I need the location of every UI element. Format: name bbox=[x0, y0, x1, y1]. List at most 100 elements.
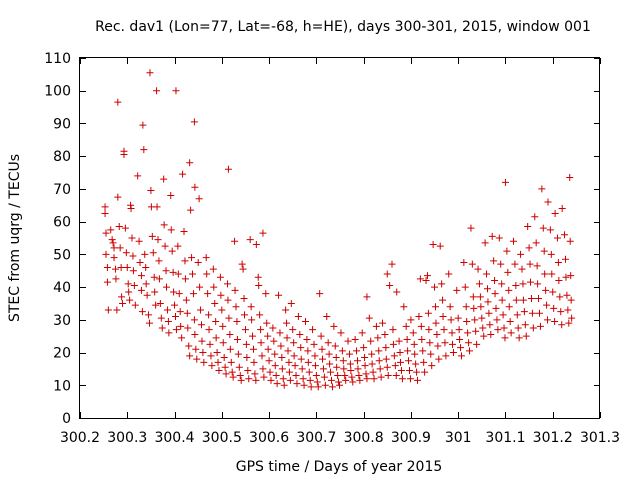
data-point bbox=[147, 187, 155, 195]
data-point bbox=[146, 69, 154, 77]
data-point bbox=[349, 378, 357, 386]
data-point bbox=[355, 371, 363, 379]
data-point bbox=[317, 332, 325, 340]
data-point bbox=[388, 260, 396, 268]
data-point bbox=[175, 290, 183, 298]
data-point bbox=[464, 329, 472, 337]
data-point bbox=[338, 347, 346, 355]
data-point bbox=[431, 283, 439, 291]
data-point bbox=[433, 331, 441, 339]
x-tick-label: 301 bbox=[445, 430, 472, 446]
data-point bbox=[421, 368, 429, 376]
data-point bbox=[417, 322, 425, 330]
data-point bbox=[369, 368, 377, 376]
data-point bbox=[339, 357, 347, 365]
data-point bbox=[256, 311, 264, 319]
data-point bbox=[562, 273, 570, 281]
data-point bbox=[123, 263, 131, 271]
data-point bbox=[277, 342, 285, 350]
data-point bbox=[219, 339, 227, 347]
data-points bbox=[101, 69, 576, 391]
data-point bbox=[177, 322, 185, 330]
data-point bbox=[254, 273, 262, 281]
data-point bbox=[410, 340, 418, 348]
data-point bbox=[448, 329, 456, 337]
x-tick-label: 301.3 bbox=[580, 430, 620, 446]
data-point bbox=[348, 373, 356, 381]
data-point bbox=[390, 352, 398, 360]
data-point bbox=[405, 357, 413, 365]
y-tick-label: 60 bbox=[53, 215, 71, 231]
data-point bbox=[473, 340, 481, 348]
x-tick-label: 300.5 bbox=[202, 430, 242, 446]
data-point bbox=[326, 360, 334, 368]
data-point bbox=[457, 344, 465, 352]
data-point bbox=[145, 311, 153, 319]
data-point bbox=[114, 98, 122, 106]
data-point bbox=[353, 357, 361, 365]
data-point bbox=[140, 146, 148, 154]
data-point bbox=[234, 350, 242, 358]
data-point bbox=[476, 293, 484, 301]
data-point bbox=[325, 350, 333, 358]
data-point bbox=[158, 324, 166, 332]
data-point bbox=[431, 303, 439, 311]
data-point bbox=[215, 367, 223, 375]
data-point bbox=[509, 237, 517, 245]
data-point bbox=[290, 339, 298, 347]
data-point bbox=[182, 296, 190, 304]
data-point bbox=[532, 239, 540, 247]
data-point bbox=[406, 375, 414, 383]
data-point bbox=[531, 213, 539, 221]
data-point bbox=[497, 260, 505, 268]
data-point bbox=[112, 275, 120, 283]
data-point bbox=[244, 367, 252, 375]
data-point bbox=[548, 270, 556, 278]
data-point bbox=[501, 334, 509, 342]
data-point bbox=[148, 232, 156, 240]
data-point bbox=[541, 270, 549, 278]
data-point bbox=[405, 367, 413, 375]
data-point bbox=[567, 296, 575, 304]
data-point bbox=[419, 347, 427, 355]
data-point bbox=[237, 376, 245, 384]
plot-frame bbox=[79, 57, 600, 419]
x-tick-label: 300.7 bbox=[296, 430, 336, 446]
data-point bbox=[250, 358, 258, 366]
data-point bbox=[163, 306, 171, 314]
data-point bbox=[309, 326, 317, 334]
data-point bbox=[558, 205, 566, 213]
data-point bbox=[391, 362, 399, 370]
data-point bbox=[259, 365, 267, 373]
data-point bbox=[137, 286, 145, 294]
data-point bbox=[351, 335, 359, 343]
data-point bbox=[311, 352, 319, 360]
data-point bbox=[193, 355, 201, 363]
data-point bbox=[500, 324, 508, 332]
data-point bbox=[149, 249, 157, 257]
data-point bbox=[565, 319, 573, 327]
data-point bbox=[568, 314, 576, 322]
data-point bbox=[238, 260, 246, 268]
data-point bbox=[242, 340, 250, 348]
data-point bbox=[252, 376, 260, 384]
data-point bbox=[155, 275, 163, 283]
data-point bbox=[130, 281, 138, 289]
data-point bbox=[263, 319, 271, 327]
data-point bbox=[414, 376, 422, 384]
data-point bbox=[314, 383, 322, 391]
x-tick-label: 301.2 bbox=[533, 430, 573, 446]
data-point bbox=[389, 326, 397, 334]
data-point bbox=[320, 373, 328, 381]
data-point bbox=[189, 270, 197, 278]
data-point bbox=[258, 352, 266, 360]
data-point bbox=[203, 270, 211, 278]
data-point bbox=[441, 339, 449, 347]
data-point bbox=[213, 349, 221, 357]
data-point bbox=[519, 296, 527, 304]
data-point bbox=[174, 242, 182, 250]
data-point bbox=[529, 324, 537, 332]
data-point bbox=[461, 283, 469, 291]
data-point bbox=[124, 280, 132, 288]
data-point bbox=[231, 286, 239, 294]
